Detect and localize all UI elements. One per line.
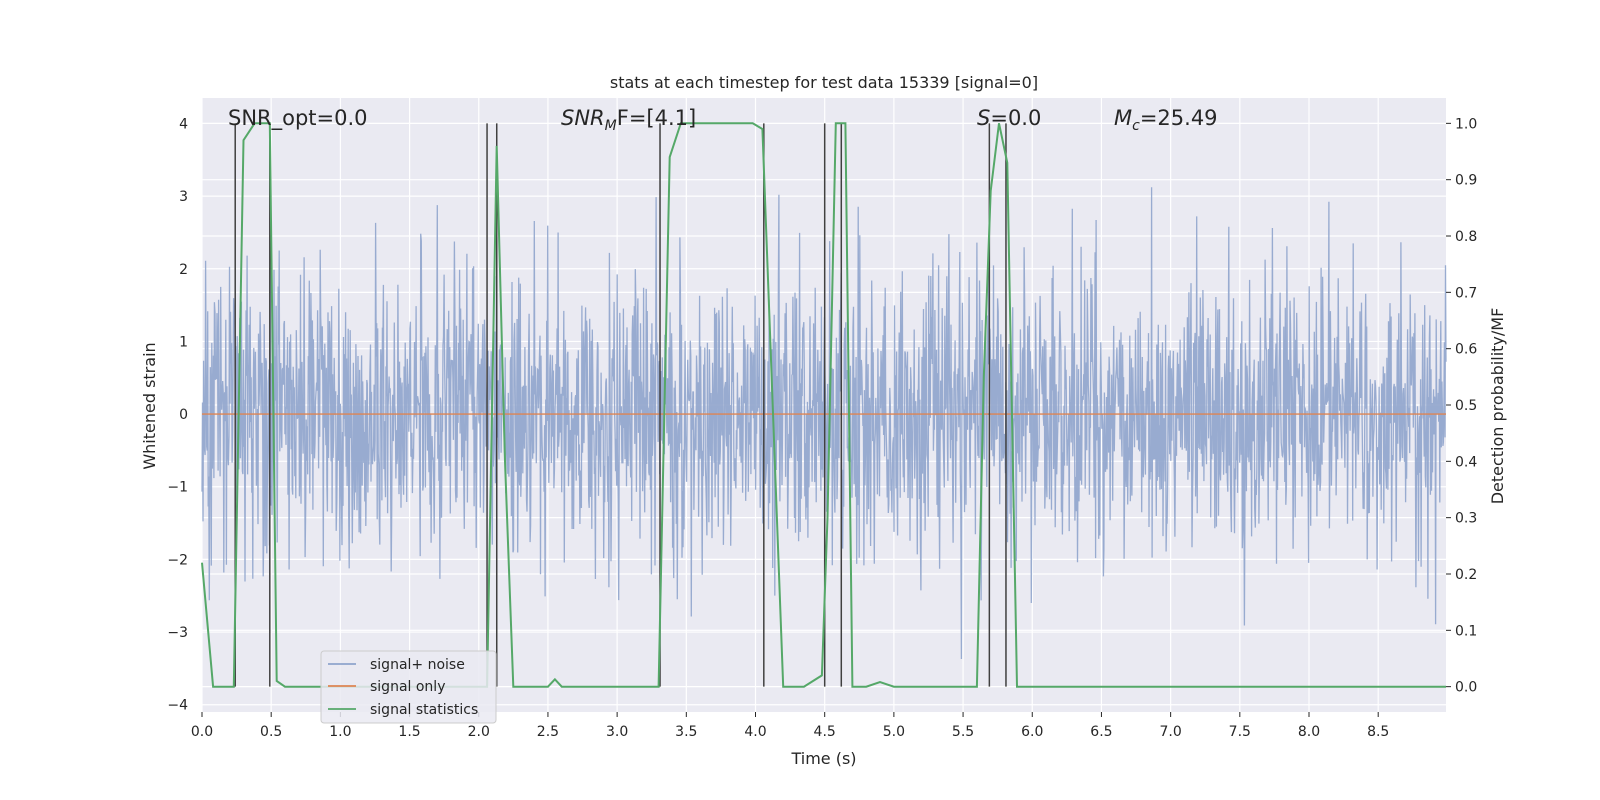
legend-label-signal-statistics: signal statistics — [370, 702, 478, 718]
y-right-tick-label: 0.1 — [1455, 623, 1477, 639]
y-left-tick-label: −1 — [167, 480, 188, 496]
x-tick-label: 0.0 — [191, 724, 213, 740]
y-left-tick-label: 0 — [179, 407, 188, 423]
y-left-tick-label: 2 — [179, 262, 188, 278]
y-right-tick-label: 0.0 — [1455, 680, 1477, 696]
y-right-tick-label: 0.9 — [1455, 173, 1477, 189]
x-tick-label: 5.5 — [952, 724, 974, 740]
y-right-tick-label: 0.3 — [1455, 511, 1477, 527]
annotation-mc-sub: c — [1132, 118, 1140, 134]
axes: 0.0 0.5 1.0 1.5 2.0 2.5 3.0 3.5 4.0 4.5 5.0 5.5 6.0 6… — [167, 116, 1477, 740]
series-signal-statistics-line — [201, 122, 1446, 688]
annotation-mc: Mc=25.49 — [1114, 106, 1218, 134]
x-tick-label: 8.5 — [1367, 724, 1389, 740]
annotation-snr-mf-base: SNR — [561, 106, 605, 130]
annotation-mc-base: M — [1114, 106, 1132, 130]
x-tick-label: 3.5 — [675, 724, 697, 740]
y-left-tick-label: 4 — [179, 116, 188, 132]
legend-label-signal-noise: signal+ noise — [370, 657, 465, 673]
annotation-snr-mf: SNRMF=[4.1] — [561, 106, 696, 134]
annotation-mc-rest: =25.49 — [1140, 106, 1218, 130]
y-left-tick-label: −2 — [167, 552, 188, 568]
y-left-tick-label: 3 — [179, 189, 188, 205]
annotation-snr-mf-rest: F=[4.1] — [617, 106, 696, 130]
x-tick-label: 4.5 — [814, 724, 836, 740]
y-left-tick-label: 1 — [179, 334, 188, 350]
x-tick-label: 4.0 — [744, 724, 766, 740]
y-right-tick-label: 0.8 — [1455, 229, 1477, 245]
annotation-snr-opt: SNR_opt=0.0 — [228, 106, 368, 131]
annotation-snr-mf-sub: M — [605, 118, 617, 134]
y-axis-label-left: Whitened strain — [140, 342, 159, 469]
y-right-tick-label: 0.2 — [1455, 567, 1477, 583]
x-tick-label: 8.0 — [1298, 724, 1320, 740]
x-tick-label: 6.5 — [1090, 724, 1112, 740]
x-tick-label: 2.5 — [537, 724, 559, 740]
x-tick-label: 2.0 — [468, 724, 490, 740]
annotation-s: S=0.0 — [977, 106, 1041, 130]
x-tick-label: 1.0 — [329, 724, 351, 740]
y-right-tick-label: 0.6 — [1455, 342, 1477, 358]
x-tick-label: 7.5 — [1229, 724, 1251, 740]
y-left-tick-label: −4 — [167, 698, 188, 714]
y-right-tick-label: 1.0 — [1455, 116, 1477, 132]
y-right-tick-label: 0.5 — [1455, 398, 1477, 414]
x-tick-label: 1.5 — [398, 724, 420, 740]
x-tick-label: 6.0 — [1021, 724, 1043, 740]
x-tick-label: 0.5 — [260, 724, 282, 740]
x-tick-label: 5.0 — [883, 724, 905, 740]
annotation-s-rest: =0.0 — [990, 106, 1041, 130]
series-lines — [201, 122, 1446, 688]
legend-label-signal-only: signal only — [370, 679, 445, 695]
chart-title: stats at each timestep for test data 153… — [610, 73, 1038, 92]
y-right-tick-label: 0.7 — [1455, 285, 1477, 301]
x-axis-label: Time (s) — [790, 749, 856, 768]
x-tick-label: 3.0 — [606, 724, 628, 740]
y-left-tick-label: −3 — [167, 625, 188, 641]
x-tick-label: 7.0 — [1159, 724, 1181, 740]
y-axis-label-right: Detection probability/MF — [1488, 308, 1507, 505]
legend: signal+ noise signal only signal statist… — [320, 650, 497, 724]
y-right-tick-label: 0.4 — [1455, 454, 1477, 470]
annotation-s-italic: S — [977, 106, 990, 130]
legend-box — [320, 650, 497, 724]
